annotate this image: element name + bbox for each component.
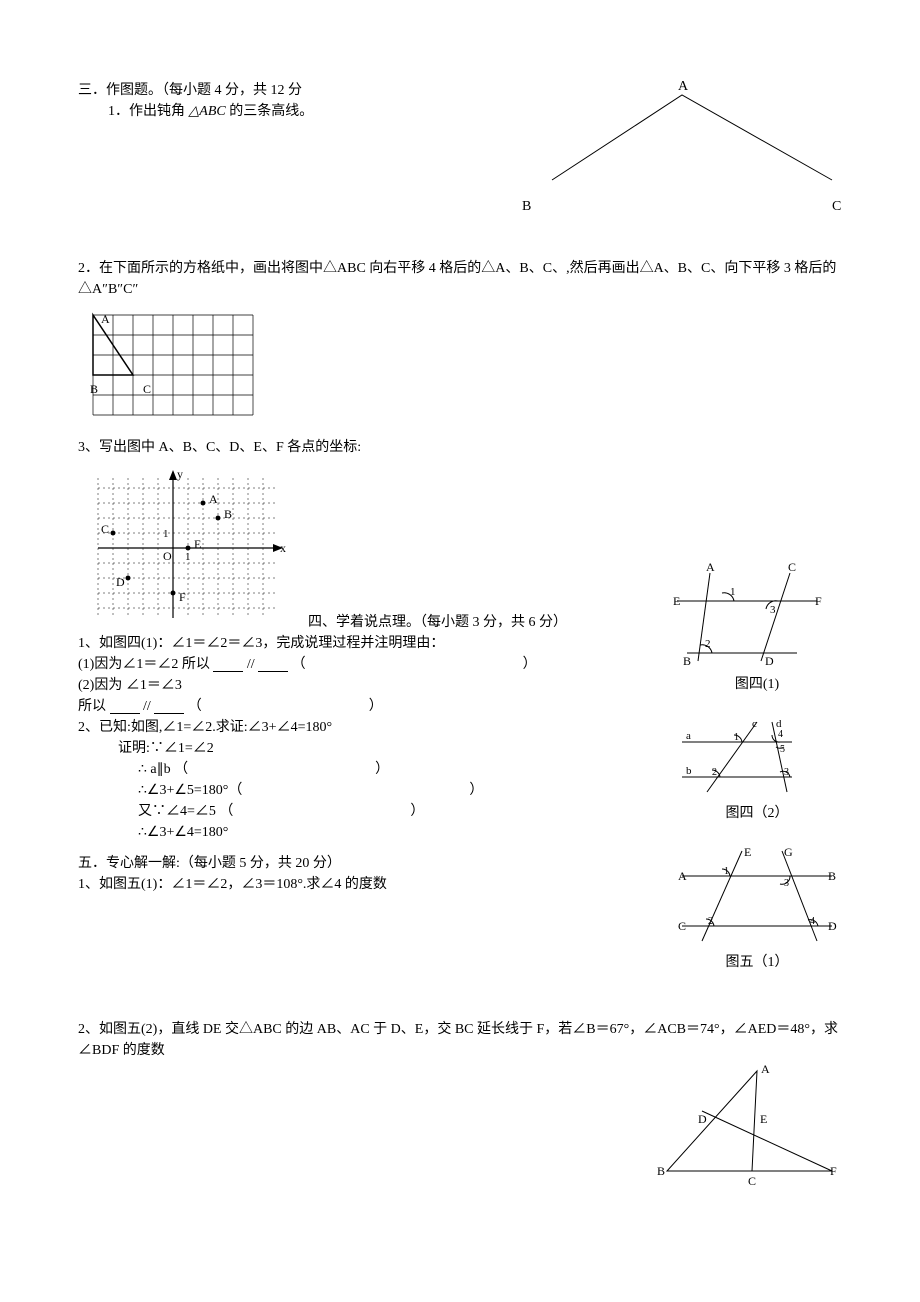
blank: [213, 657, 243, 672]
svg-text:x: x: [280, 541, 286, 555]
svg-text:D: D: [765, 654, 774, 668]
s4-q2-l4b: ）: [469, 783, 483, 798]
s4-q2-l4: ∴∠3+∠5=180°（ ）: [78, 780, 662, 801]
s4-q2-l3: ∴ a∥b （ ）: [78, 759, 662, 780]
svg-text:C: C: [101, 522, 109, 536]
s4-q1-l1: 1、如图四(1)：∠1＝∠2＝∠3，完成说理过程并注明理由：: [78, 633, 662, 654]
svg-text:A: A: [678, 869, 687, 883]
fig41-caption: 图四(1): [672, 673, 842, 693]
svg-text:F: F: [179, 590, 186, 604]
fig-grid: A B C: [88, 310, 842, 427]
s4-q1-l3: (2)因为 ∠1＝∠3: [78, 675, 662, 696]
s4-q2-l1: 2、已知:如图,∠1=∠2.求证:∠3+∠4=180°: [78, 717, 662, 738]
q3-1-a: 1．作出钝角: [108, 104, 185, 119]
svg-text:2: 2: [705, 638, 711, 650]
s5-q2: 2、如图五(2)，直线 DE 交△ABC 的边 AB、AC 于 D、E，交 BC…: [78, 1019, 842, 1061]
svg-text:E: E: [194, 537, 201, 551]
s4-q1-l2c: （: [292, 657, 306, 672]
fig51-caption: 图五（1）: [672, 951, 842, 971]
q3-1-b: 的三条高线。: [229, 104, 313, 119]
svg-text:B: B: [683, 654, 691, 668]
svg-text:B: B: [522, 199, 531, 210]
s4-q1-l4: 所以 // （ ）: [78, 696, 662, 717]
svg-text:C: C: [143, 382, 151, 396]
q3-1: 1．作出钝角 △ABC 的三条高线。: [78, 101, 522, 122]
svg-text:4: 4: [810, 916, 815, 927]
svg-text:G: G: [784, 846, 793, 859]
s4-q1-l2b: //: [247, 657, 258, 672]
svg-text:E: E: [744, 846, 751, 859]
svg-text:C: C: [788, 563, 796, 574]
svg-text:C: C: [748, 1174, 756, 1188]
svg-text:A: A: [761, 1062, 770, 1076]
svg-text:E: E: [673, 594, 680, 608]
s4-q1-l4a: 所以: [78, 699, 106, 714]
svg-text:c: c: [752, 718, 757, 730]
section4-title: 四、学着说点理。（每小题 3 分，共 6 分）: [308, 615, 567, 630]
s4-q2-l6: ∴∠3+∠4=180°: [78, 822, 662, 843]
svg-text:A: A: [678, 80, 689, 94]
svg-text:b: b: [686, 765, 692, 777]
svg-text:B: B: [828, 869, 836, 883]
svg-text:D: D: [828, 919, 837, 933]
q3-3: 3、写出图中 A、B、C、D、E、F 各点的坐标:: [78, 437, 842, 458]
s4-q1-l4b: //: [143, 699, 154, 714]
fig-5-2: A B C F D E: [652, 1061, 842, 1196]
blank: [110, 699, 140, 714]
svg-text:a: a: [686, 730, 691, 742]
svg-text:O: O: [163, 549, 172, 563]
s4-q2-l5: 又∵∠4=∠5 （ ）: [78, 801, 662, 822]
svg-text:C: C: [678, 919, 686, 933]
svg-text:B: B: [90, 382, 98, 396]
q3-1-abc: △ABC: [189, 104, 226, 119]
svg-text:D: D: [116, 575, 125, 589]
blank: [258, 657, 288, 672]
section5-title: 五．专心解一解:（每小题 5 分，共 20 分）: [78, 853, 662, 874]
fig-4-1: A C E F B D 1 2 3 图四(1): [672, 563, 842, 693]
s4-q2-l3b: ）: [375, 762, 389, 777]
s4-q2-l5a: 又∵∠4=∠5 （: [138, 804, 233, 819]
svg-text:2: 2: [712, 767, 717, 778]
fig-coord: x y O 1 1 AB C D E F: [88, 468, 288, 633]
svg-text:1: 1: [730, 586, 736, 598]
fig-5-1: ABCDEG1234 图五（1）: [672, 846, 842, 971]
svg-text:1: 1: [185, 551, 191, 563]
svg-text:y: y: [177, 468, 183, 481]
svg-text:F: F: [830, 1164, 837, 1178]
s5-q1: 1、如图五(1)：∠1＝∠2，∠3＝108°.求∠4 的度数: [78, 874, 662, 895]
svg-text:E: E: [760, 1112, 767, 1126]
fig-4-2: abcd12345 图四（2）: [672, 717, 842, 822]
svg-text:A: A: [706, 563, 715, 574]
s4-q1-l4c: （: [188, 699, 202, 714]
svg-text:A: A: [209, 492, 218, 506]
s4-q2-l5b: ）: [410, 804, 424, 819]
svg-text:A: A: [101, 312, 110, 326]
svg-text:5: 5: [780, 744, 785, 755]
s4-q2-l2: 证明:∵∠1=∠2: [78, 738, 662, 759]
svg-text:B: B: [224, 507, 232, 521]
svg-text:B: B: [657, 1164, 665, 1178]
blank: [154, 699, 184, 714]
svg-text:C: C: [832, 199, 841, 210]
fig42-caption: 图四（2）: [672, 802, 842, 822]
s4-q2-l4a: ∴∠3+∠5=180°（: [138, 783, 242, 798]
s4-q1-l2a: (1)因为∠1＝∠2 所以: [78, 657, 210, 672]
svg-text:4: 4: [778, 729, 783, 740]
s4-q2-l3a: ∴ a∥b （: [138, 762, 188, 777]
svg-text:1: 1: [734, 732, 739, 743]
svg-text:3: 3: [770, 604, 776, 616]
svg-text:1: 1: [163, 528, 169, 540]
s4-q1-l4d: ）: [369, 699, 383, 714]
fig-triangle-big: A B C: [522, 80, 842, 210]
svg-text:D: D: [698, 1112, 707, 1126]
s4-q1-l2: (1)因为∠1＝∠2 所以 // （ ）: [78, 654, 662, 675]
svg-text:F: F: [815, 594, 822, 608]
section3-title: 三．作图题。（每小题 4 分，共 12 分: [78, 80, 522, 101]
s4-q1-l2d: ）: [523, 657, 537, 672]
q3-2: 2．在下面所示的方格纸中，画出将图中△ABC 向右平移 4 格后的△A、B、C、…: [78, 258, 842, 300]
